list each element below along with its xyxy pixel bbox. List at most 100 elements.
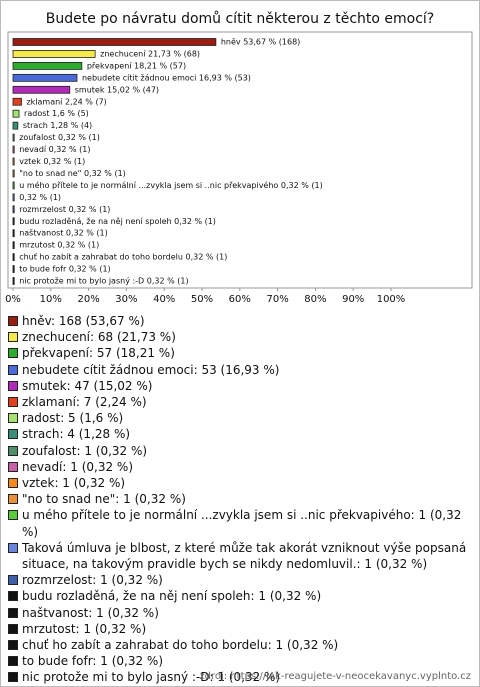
legend-label: Taková úmluva je blbost, z které může ta… <box>22 540 467 572</box>
legend-item: "no to snad ne": 1 (0,32 %) <box>7 491 473 507</box>
x-tick-label: 60% <box>229 294 251 305</box>
bar-label: "no to snad ne" 0,32 % (1) <box>19 169 126 178</box>
bar <box>12 50 96 58</box>
bar <box>12 253 15 262</box>
bar <box>12 241 15 250</box>
bar-label: budu rozladěná, že na něj není spoleh 0,… <box>19 217 216 226</box>
source: zdroj: https://jak-reagujete-v-neocekava… <box>199 671 471 682</box>
bar <box>12 217 15 226</box>
legend-swatch <box>8 640 18 651</box>
legend-item: strach: 4 (1,28 %) <box>7 426 473 442</box>
legend-swatch <box>8 397 18 408</box>
bar-label: znechucení 21,73 % (68) <box>100 49 200 58</box>
bar-label: hněv 53,67 % (168) <box>221 38 300 47</box>
bar <box>12 229 15 238</box>
bar-label: mrzutost 0,32 % (1) <box>19 241 99 250</box>
legend-label: budu rozladěná, že na něj není spoleh: 1… <box>22 589 322 604</box>
legend-label: chuť ho zabít a zahrabat do toho bordelu… <box>22 638 339 653</box>
legend-item: to bude fofr: 1 (0,32 %) <box>7 653 473 669</box>
legend-label: zklamaní: 7 (2,24 %) <box>22 395 147 410</box>
x-tick-label: 10% <box>40 294 62 305</box>
legend-label: u mého přítele to je normální ...zvykla … <box>22 508 462 539</box>
legend-label: zoufalost: 1 (0,32 %) <box>22 443 148 458</box>
bar <box>12 73 78 82</box>
legend-swatch <box>8 348 18 359</box>
legend-swatch <box>8 656 18 667</box>
legend-label: mrzutost: 1 (0,32 %) <box>22 621 147 636</box>
legend-label: strach: 4 (1,28 %) <box>22 427 131 442</box>
legend-label: vztek: 1 (0,32 %) <box>22 476 126 491</box>
legend-label: "no to snad ne": 1 (0,32 %) <box>22 492 186 507</box>
x-tick-label: 100% <box>377 294 406 305</box>
bar <box>12 109 20 118</box>
x-tick-label: 90% <box>342 294 364 305</box>
legend-swatch <box>8 607 18 618</box>
chart: Budete po návratu domů cítit některou z … <box>5 11 473 305</box>
x-tick-label: 70% <box>266 294 288 305</box>
legend-swatch <box>8 445 18 456</box>
legend-swatch <box>8 380 18 391</box>
legend-item: nic protože mi to bylo jasný :-D: 1 (0,3… <box>7 669 473 685</box>
x-tick-label: 80% <box>304 294 326 305</box>
legend-label: znechucení: 68 (21,73 %) <box>22 330 176 345</box>
bar-label: rozmrzelost 0,32 % (1) <box>19 205 110 214</box>
legend-label: naštvanost: 1 (0,32 %) <box>22 605 159 620</box>
bar <box>12 62 83 70</box>
legend-swatch <box>8 591 18 602</box>
bar <box>12 169 15 178</box>
legend-label: nic protože mi to bylo jasný :-D: 1 (0,3… <box>22 670 281 685</box>
legend-swatch <box>8 461 18 472</box>
bar-label: nic protože mi to bylo jasný :-D 0,32 % … <box>19 277 188 286</box>
bar-label: strach 1,28 % (4) <box>23 121 92 130</box>
bar-label: nebudete cítit žádnou emoci 16,93 % (53) <box>82 73 251 82</box>
legend-label: radost: 5 (1,6 %) <box>22 411 124 426</box>
legend-swatch <box>8 478 18 489</box>
bar-label: to bude fofr 0,32 % (1) <box>19 265 110 274</box>
legend-swatch <box>8 510 18 521</box>
legend: hněv: 168 (53,67 %) znechucení: 68 (21,73… <box>7 313 473 686</box>
legend-label: překvapení: 57 (18,21 %) <box>22 346 175 361</box>
legend-item: budu rozladěná, že na něj není spoleh: 1… <box>7 588 473 604</box>
legend-item: zklamaní: 7 (2,24 %) <box>7 394 473 410</box>
bar-label: překvapení 18,21 % (57) <box>87 61 186 70</box>
bar-label: vztek 0,32 % (1) <box>19 157 85 166</box>
legend-label: nebudete cítit žádnou emoci: 53 (16,93 %… <box>22 362 280 377</box>
bar-label: u mého přítele to je normální ...zvykla … <box>19 180 322 190</box>
bar <box>12 157 15 166</box>
legend-item: nevadí: 1 (0,32 %) <box>7 459 473 475</box>
bar-label: chuť ho zabít a zahrabat do toho bordelu… <box>19 253 227 262</box>
legend-item: smutek: 47 (15,02 %) <box>7 378 473 394</box>
plot-frame <box>7 31 473 289</box>
legend-item: rozmrzelost: 1 (0,32 %) <box>7 572 473 588</box>
bar-label: smutek 15,02 % (47) <box>75 85 159 94</box>
legend-label: smutek: 47 (15,02 %) <box>22 378 153 393</box>
legend-item: zoufalost: 1 (0,32 %) <box>7 443 473 459</box>
bar <box>12 277 15 285</box>
legend-item: mrzutost: 1 (0,32 %) <box>7 621 473 637</box>
legend-item: u mého přítele to je normální ...zvykla … <box>7 507 473 539</box>
legend-item: nebudete cítit žádnou emoci: 53 (16,93 %… <box>7 362 473 378</box>
bar <box>12 97 22 106</box>
legend-item: Taková úmluva je blbost, z které může ta… <box>7 540 473 572</box>
legend-item: překvapení: 57 (18,21 %) <box>7 345 473 361</box>
legend-item: vztek: 1 (0,32 %) <box>7 475 473 491</box>
bar <box>12 121 19 130</box>
legend-item: naštvanost: 1 (0,32 %) <box>7 605 473 621</box>
bar <box>12 265 15 273</box>
legend-label: hněv: 168 (53,67 %) <box>22 314 145 328</box>
x-tick-label: 40% <box>153 294 175 305</box>
bar-label: zklamaní 2,24 % (7) <box>26 97 106 106</box>
bar <box>12 85 71 94</box>
legend-swatch <box>8 494 18 505</box>
legend-label: to bude fofr: 1 (0,32 %) <box>22 654 164 669</box>
legend-label: rozmrzelost: 1 (0,32 %) <box>22 573 163 588</box>
chart-title: Budete po návratu domů cítit některou z … <box>46 11 434 27</box>
bar-label: 0,32 % (1) <box>19 193 61 202</box>
x-tick-label: 20% <box>77 294 99 305</box>
x-tick-label: 0% <box>5 294 21 305</box>
legend-item: radost: 5 (1,6 %) <box>7 410 473 426</box>
legend-swatch <box>8 623 18 634</box>
bar <box>12 145 15 154</box>
bar <box>12 133 15 142</box>
